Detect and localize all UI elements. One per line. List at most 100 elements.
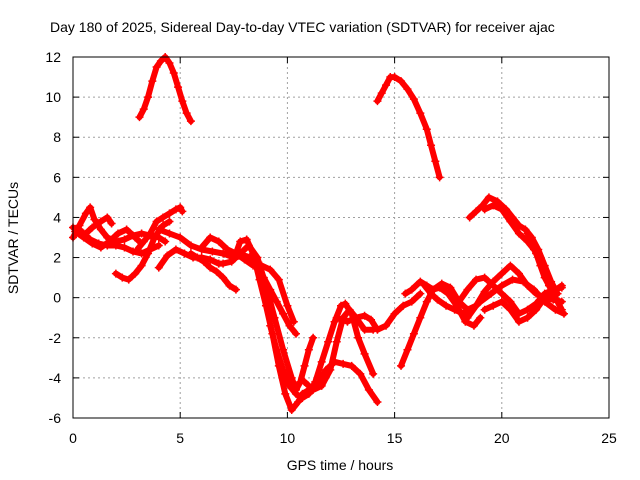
data-point-marker bbox=[506, 261, 515, 270]
data-point-marker bbox=[514, 269, 523, 278]
y-tick-label: 10 bbox=[45, 89, 61, 105]
data-point-marker bbox=[266, 265, 275, 274]
data-point-marker bbox=[300, 377, 309, 386]
data-point-marker bbox=[446, 283, 455, 292]
data-point-marker bbox=[154, 263, 163, 272]
axis-ticks bbox=[72, 56, 610, 419]
data-point-marker bbox=[367, 315, 376, 324]
data-point-marker bbox=[219, 259, 228, 268]
series-line bbox=[136, 54, 194, 125]
data-point-marker bbox=[225, 281, 234, 290]
data-point-marker bbox=[165, 217, 174, 226]
data-point-marker bbox=[347, 361, 356, 370]
data-point-marker bbox=[553, 297, 562, 306]
series-line bbox=[374, 74, 443, 181]
data-point-marker bbox=[532, 305, 541, 314]
data-point-marker bbox=[484, 193, 493, 202]
data-point-marker bbox=[208, 247, 217, 256]
data-point-marker bbox=[165, 229, 174, 238]
data-point-marker bbox=[81, 209, 90, 218]
data-point-marker bbox=[317, 381, 326, 390]
data-point-marker bbox=[463, 285, 472, 294]
data-point-marker bbox=[339, 359, 348, 368]
series-arc-9 bbox=[186, 249, 240, 294]
data-point-marker bbox=[459, 309, 468, 318]
grid-lines bbox=[73, 57, 609, 418]
data-point-marker bbox=[523, 229, 532, 238]
data-point-marker bbox=[354, 333, 363, 342]
data-point-marker bbox=[360, 325, 369, 334]
data-point-marker bbox=[163, 251, 172, 260]
data-point-marker bbox=[399, 301, 408, 310]
data-point-marker bbox=[156, 57, 165, 66]
data-point-marker bbox=[206, 263, 215, 272]
data-point-marker bbox=[480, 205, 489, 214]
data-point-marker bbox=[283, 301, 292, 310]
series-arc-11 bbox=[231, 235, 382, 414]
data-point-marker bbox=[272, 345, 281, 354]
data-point-marker bbox=[131, 269, 140, 278]
data-point-marker bbox=[497, 205, 506, 214]
data-point-marker bbox=[272, 297, 281, 306]
data-point-marker bbox=[223, 245, 232, 254]
data-point-marker bbox=[407, 297, 416, 306]
data-point-marker bbox=[382, 321, 391, 330]
data-point-marker bbox=[139, 105, 148, 114]
data-point-marker bbox=[332, 313, 341, 322]
data-point-marker bbox=[309, 385, 318, 394]
data-point-marker bbox=[332, 337, 341, 346]
y-tick-label: -2 bbox=[49, 330, 62, 346]
data-point-marker bbox=[206, 255, 215, 264]
data-point-marker bbox=[304, 389, 313, 398]
data-point-marker bbox=[527, 237, 536, 246]
data-point-marker bbox=[120, 243, 129, 252]
data-series bbox=[69, 53, 568, 414]
series-arc-13 bbox=[300, 305, 378, 394]
data-point-marker bbox=[472, 275, 481, 284]
data-point-marker bbox=[242, 235, 251, 244]
data-point-marker bbox=[397, 361, 406, 370]
y-tick-label: -4 bbox=[49, 370, 62, 386]
data-point-marker bbox=[249, 249, 258, 258]
y-tick-label: 2 bbox=[53, 250, 61, 266]
data-point-marker bbox=[219, 249, 228, 258]
data-point-marker bbox=[199, 257, 208, 266]
data-point-marker bbox=[326, 365, 335, 374]
data-point-marker bbox=[165, 59, 174, 68]
data-point-marker bbox=[352, 313, 361, 322]
data-point-marker bbox=[231, 285, 240, 294]
data-point-marker bbox=[377, 89, 386, 98]
data-point-marker bbox=[255, 275, 264, 284]
data-point-marker bbox=[133, 245, 142, 254]
data-point-marker bbox=[403, 345, 412, 354]
data-point-marker bbox=[169, 69, 178, 78]
x-tick-label: 0 bbox=[69, 430, 77, 446]
data-point-marker bbox=[86, 203, 95, 212]
data-point-marker bbox=[300, 361, 309, 370]
data-point-marker bbox=[161, 237, 170, 246]
data-point-marker bbox=[540, 273, 549, 282]
data-point-marker bbox=[174, 83, 183, 92]
data-point-marker bbox=[231, 249, 240, 258]
data-point-marker bbox=[146, 229, 155, 238]
data-point-marker bbox=[159, 213, 168, 222]
data-point-marker bbox=[135, 113, 144, 122]
data-point-marker bbox=[427, 141, 436, 150]
data-point-marker bbox=[557, 305, 566, 314]
data-point-marker bbox=[279, 309, 288, 318]
data-point-marker bbox=[103, 213, 112, 222]
data-point-marker bbox=[514, 317, 523, 326]
data-point-marker bbox=[523, 313, 532, 322]
data-point-marker bbox=[480, 287, 489, 296]
data-point-marker bbox=[397, 77, 406, 86]
data-point-marker bbox=[523, 305, 532, 314]
data-point-marker bbox=[178, 207, 187, 216]
y-tick-label: 8 bbox=[53, 129, 61, 145]
data-point-marker bbox=[144, 93, 153, 102]
x-tick-label: 5 bbox=[176, 430, 184, 446]
chart-title: Day 180 of 2025, Sidereal Day-to-day VTE… bbox=[50, 19, 555, 35]
data-point-marker bbox=[79, 231, 88, 240]
data-point-marker bbox=[480, 305, 489, 314]
data-point-marker bbox=[454, 297, 463, 306]
